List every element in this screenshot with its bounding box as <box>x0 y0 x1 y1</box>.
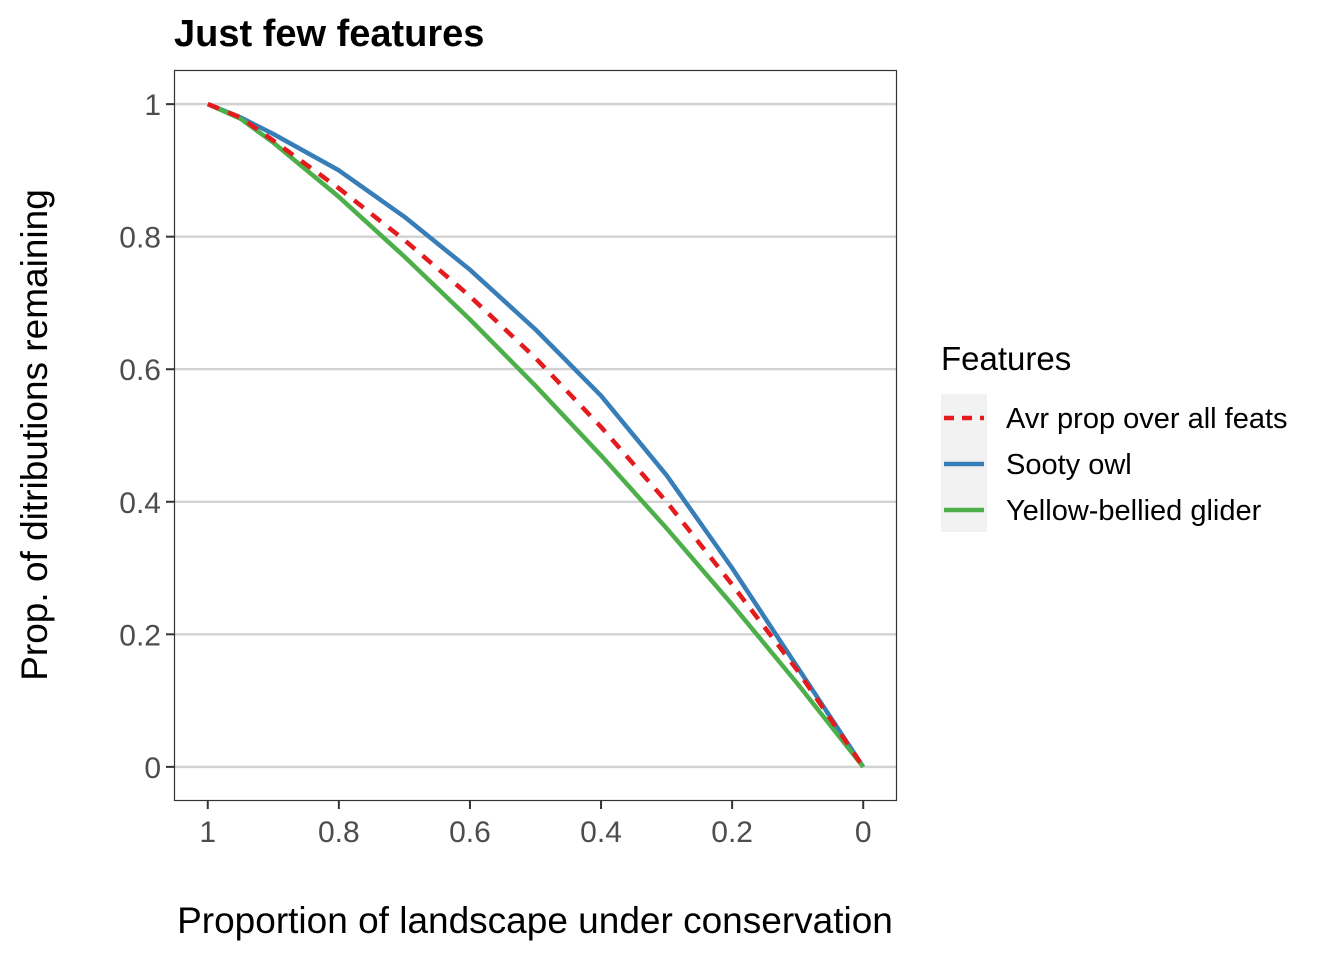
y-tick-label-2: 0.4 <box>119 487 161 520</box>
y-tick-label-0: 0 <box>144 752 161 785</box>
y-tick-label-3: 0.6 <box>119 354 161 387</box>
x-axis-title: Proportion of landscape under conservati… <box>177 900 893 941</box>
legend-label-0: Avr prop over all feats <box>1006 403 1288 435</box>
series-line-yellow-bellied-glider <box>206 102 865 769</box>
plot-panel-border <box>173 69 898 802</box>
legend-label-2: Yellow-bellied glider <box>1006 495 1262 527</box>
series-line-avr-prop-over-all-feats <box>206 102 866 769</box>
legend: Features Avr prop over all feats Sooty ow… <box>941 340 1288 532</box>
axes: 0 0.2 0.4 0.6 0.8 1 1 0.8 0.6 0.4 0.2 0 <box>119 89 871 849</box>
x-tick-label-3: 0.4 <box>580 816 622 849</box>
chart-title: Just few features <box>174 13 484 55</box>
legend-title: Features <box>941 340 1071 377</box>
y-axis-title: Prop. of ditributions remaining <box>14 189 55 681</box>
y-tick-label-1: 0.2 <box>119 619 161 652</box>
series-lines <box>206 102 866 769</box>
x-tick-label-2: 0.6 <box>449 816 491 849</box>
gridlines <box>175 102 896 769</box>
series-line-sooty-owl <box>206 102 866 769</box>
legend-label-1: Sooty owl <box>1006 449 1132 481</box>
y-tick-label-4: 0.8 <box>119 222 161 255</box>
y-tick-label-5: 1 <box>144 89 161 122</box>
x-tick-label-5: 0 <box>855 816 872 849</box>
x-tick-label-4: 0.2 <box>711 816 753 849</box>
x-tick-label-0: 1 <box>199 816 216 849</box>
x-tick-label-1: 0.8 <box>318 816 360 849</box>
